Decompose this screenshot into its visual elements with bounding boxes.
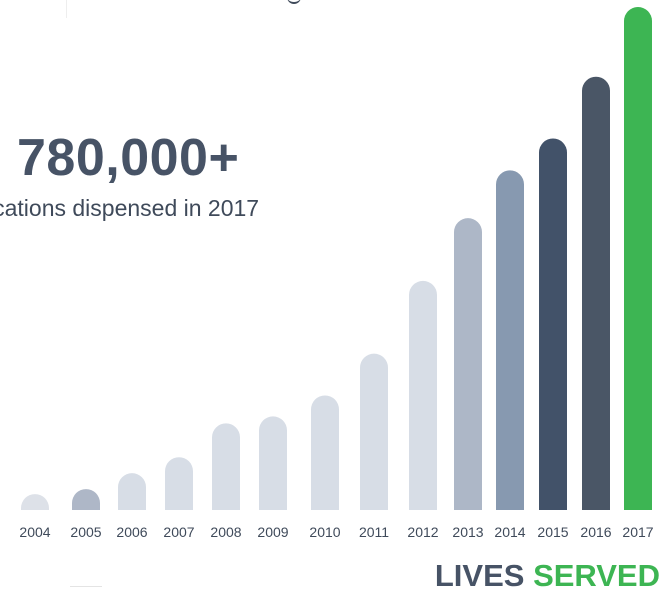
x-tick-label: 2013 (452, 524, 483, 540)
bar-2010 (311, 395, 339, 510)
x-tick-label: 2008 (210, 524, 241, 540)
cropped-glyph (287, 0, 301, 4)
bar-2011 (360, 353, 388, 510)
lives-served-title: LIVES SERVED (435, 558, 660, 594)
x-tick-label: 2014 (494, 524, 525, 540)
x-tick-label: 2009 (257, 524, 288, 540)
x-tick-label: 2012 (407, 524, 438, 540)
footer-word-lives: LIVES (434, 558, 525, 593)
x-tick-label: 2011 (359, 524, 389, 540)
bar-2013 (454, 218, 482, 510)
x-tick-label: 2010 (309, 524, 340, 540)
bar-2015 (539, 138, 567, 510)
bar-2009 (259, 416, 287, 510)
x-tick-label: 2016 (580, 524, 611, 540)
x-tick-label: 2007 (163, 524, 194, 540)
headline-subtitle: ications dispensed in 2017 (0, 195, 260, 221)
bar-2014 (496, 170, 524, 510)
bar-2016 (582, 76, 610, 510)
headline-number: 780,000+ (17, 129, 240, 187)
x-tick-label: 2005 (70, 524, 101, 540)
bar-chart: 2004 2005 2006 2007 2008 2009 2010 2011 2012 2013… (19, 7, 654, 540)
bar-2004 (21, 494, 49, 510)
divider-line (70, 586, 102, 587)
bar-2006 (118, 473, 146, 510)
x-tick-label: 2017 (622, 524, 653, 540)
bar-2008 (212, 423, 240, 510)
bar-2007 (165, 457, 193, 510)
bar-2005 (72, 489, 100, 510)
x-tick-label: 2006 (116, 524, 147, 540)
bar-2017 (624, 7, 652, 510)
footer-word-served: SERVED (533, 558, 660, 593)
divider-line (66, 0, 67, 18)
x-tick-label: 2004 (19, 524, 50, 540)
bar-2012 (409, 280, 437, 510)
x-tick-label: 2015 (537, 524, 568, 540)
